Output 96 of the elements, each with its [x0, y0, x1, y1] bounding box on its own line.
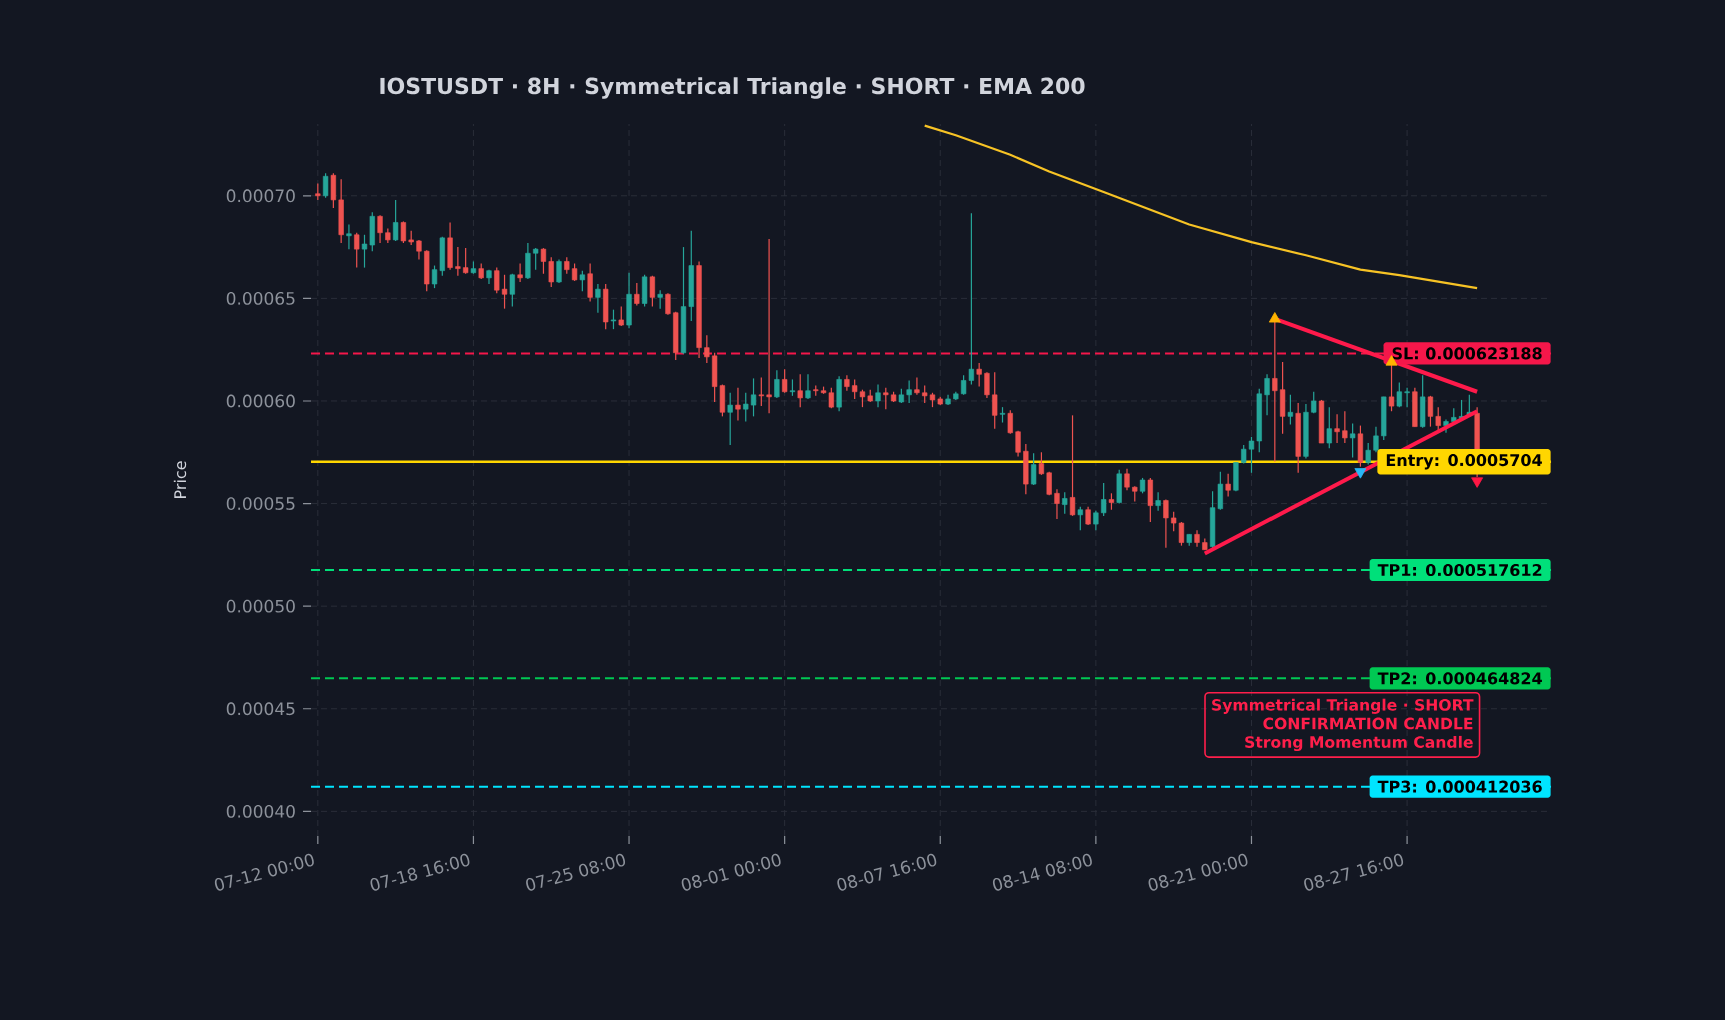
x-tick-label: 07-18 16:00: [370, 853, 470, 891]
candlestick: [1093, 510, 1099, 531]
candlestick: [1038, 451, 1045, 476]
candlestick: [1015, 430, 1021, 457]
candlestick: [1062, 491, 1068, 515]
candlestick: [1287, 394, 1294, 426]
candlestick: [1077, 506, 1083, 531]
candlestick: [463, 247, 469, 275]
candlestick: [1225, 473, 1231, 497]
y-tick-label: 0.00070: [226, 189, 295, 203]
candlestick: [1326, 406, 1332, 449]
candlestick: [540, 247, 547, 275]
candlestick: [501, 274, 508, 310]
y-tick-label: 0.00040: [226, 804, 295, 818]
candlestick: [727, 392, 733, 446]
candlestick: [875, 383, 881, 408]
candlestick: [1155, 491, 1161, 512]
candlestick: [1124, 468, 1130, 491]
candlestick: [322, 172, 329, 199]
candlestick: [595, 283, 601, 314]
candlestick: [509, 273, 515, 308]
candlestick: [1163, 498, 1169, 549]
candlestick: [354, 232, 360, 269]
candlestick: [665, 292, 671, 316]
y-tick-label: 0.00050: [226, 599, 295, 613]
candlestick: [766, 238, 772, 414]
candlestick: [976, 362, 982, 388]
candlestick: [1435, 406, 1441, 432]
candlestick: [797, 373, 803, 408]
candlestick: [906, 379, 912, 404]
candlestick: [1427, 395, 1434, 428]
candlestick: [750, 377, 757, 417]
candlestick: [361, 234, 368, 269]
candlestick: [548, 256, 554, 288]
x-tick-label: 08-01 00:00: [681, 853, 781, 891]
ref-line-label: TP1: 0.000517612: [1377, 563, 1542, 577]
candlestick: [579, 270, 585, 292]
candlestick: [914, 376, 920, 396]
candlestick: [1069, 414, 1076, 517]
candlestick: [1007, 409, 1013, 435]
candlestick: [377, 214, 383, 244]
candlestick: [1373, 426, 1379, 453]
candlestick: [992, 371, 998, 430]
candlestick: [805, 373, 811, 400]
candlestick: [1334, 413, 1340, 444]
candlestick: [758, 376, 764, 407]
ref-line-label: Entry: 0.0005704: [1386, 454, 1542, 470]
candlestick: [1264, 373, 1270, 416]
candlestick: [1342, 410, 1348, 444]
candlestick: [1054, 488, 1060, 520]
candlestick: [346, 223, 352, 250]
annotation: Symmetrical Triangle · SHORT: [1212, 698, 1474, 714]
candlestick: [392, 199, 399, 242]
y-axis-title: Price: [173, 461, 187, 498]
x-tick-label: 08-14 08:00: [992, 853, 1092, 891]
candlestick: [1272, 320, 1278, 463]
ref-line-label: TP2: 0.000464824: [1377, 672, 1542, 685]
y-tick-label: 0.00045: [226, 702, 295, 716]
x-tick-label: 08-21 00:00: [1148, 853, 1248, 891]
candlestick: [735, 387, 741, 422]
candlestick: [634, 282, 640, 307]
y-tick-label: 0.00055: [226, 497, 295, 511]
candlestick: [1404, 387, 1410, 408]
y-tick-label: 0.00060: [226, 394, 295, 408]
candlestick: [533, 247, 539, 271]
candlestick: [400, 220, 407, 244]
x-tick-label: 08-27 16:00: [1304, 853, 1404, 891]
candlestick: [774, 369, 780, 399]
candlestick: [1388, 364, 1395, 412]
candlestick: [610, 309, 617, 330]
candlestick: [517, 262, 523, 283]
candlestick: [1396, 381, 1402, 408]
y-tick-label: 0.00065: [226, 291, 295, 305]
candlestick: [883, 387, 889, 410]
annotation: CONFIRMATION CANDLE: [1263, 717, 1473, 730]
candlestick: [1349, 422, 1356, 458]
candlestick: [704, 334, 710, 364]
ref-line-label: TP3: 0.000412036: [1377, 780, 1542, 793]
candlestick: [455, 246, 461, 277]
x-tick-label: 08-07 16:00: [837, 853, 937, 891]
candlestick: [494, 267, 500, 294]
candlestick: [1030, 452, 1037, 486]
ref-line-label: SL: 0.000623188: [1392, 347, 1542, 360]
candlestick: [649, 275, 656, 308]
candlestick: [743, 392, 749, 423]
candlestick: [587, 262, 593, 303]
x-tick-label: 07-25 08:00: [526, 853, 626, 891]
candlestick: [782, 368, 788, 394]
candlestick: [556, 258, 562, 284]
candlestick: [1365, 442, 1371, 466]
x-tick-label: 07-12 00:00: [214, 853, 314, 891]
annotation: Strong Momentum Candle: [1245, 735, 1473, 752]
candlestick: [984, 371, 990, 399]
candlestick: [657, 289, 663, 310]
candlestick: [1101, 482, 1107, 517]
chart-title: IOSTUSDT · 8H · Symmetrical Triangle · SHORT · EMA 200: [380, 77, 1085, 99]
